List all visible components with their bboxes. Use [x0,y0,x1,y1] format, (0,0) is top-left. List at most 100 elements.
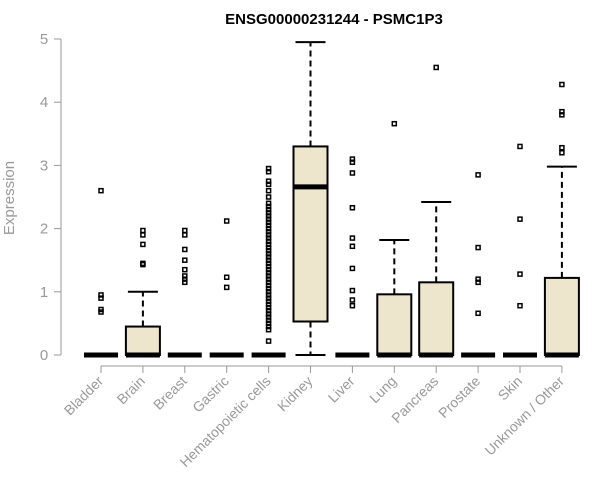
chart-title: ENSG00000231244 - PSMC1P3 [225,11,443,28]
outlier-point [265,289,272,295]
outlier-point [265,320,272,327]
outlier-point [349,243,356,250]
outlier-point [182,266,188,273]
outlier-point [98,295,104,301]
outlier-point [265,266,272,273]
outlier-point [265,295,272,301]
outlier-point [349,204,356,211]
outlier-point [265,222,272,229]
outlier-point [140,232,146,238]
y-axis-label: Expression [1,161,18,235]
outlier-point [517,143,523,150]
y-tick-label: 4 [40,94,48,111]
outlier-point [265,282,272,289]
y-tick-label: 3 [40,157,48,174]
x-tick-label: Liver [325,373,358,406]
outlier-point [182,276,188,282]
outlier-point [349,170,356,176]
x-tick-label: Pancreas [388,373,441,426]
outlier-point [265,219,272,226]
outlier-point [265,200,272,207]
outlier-point [517,271,523,277]
outlier-point [265,238,272,244]
outlier-point [223,284,230,291]
outlier-point [475,172,481,178]
outlier-point [265,241,272,248]
outlier-point [349,159,356,165]
outlier-point [349,297,356,303]
outlier-point [182,246,188,253]
x-tick-label: Brain [114,373,148,407]
outlier-point [265,260,272,267]
box-body [543,276,580,356]
outlier-point [517,216,523,222]
outlier-point [433,64,439,71]
outlier-point [349,287,356,294]
outlier-point [265,273,272,279]
outlier-point [265,311,272,317]
outlier-point [265,244,272,251]
outlier-point [265,301,272,308]
y-tick-label: 1 [40,284,48,301]
outlier-point [265,203,272,210]
outlier-point [265,292,272,298]
y-tick-label: 2 [40,221,48,238]
box-group-prostate [461,172,496,358]
outlier-point [349,156,356,162]
x-tick-label: Lung [366,373,399,406]
outlier-point [265,178,272,184]
outlier-point [182,232,188,238]
box-group-kidney [292,41,329,356]
outlier-point [265,210,272,216]
box-body [418,281,455,357]
box-group-skin [503,143,537,358]
outlier-point [98,309,104,315]
outlier-point [265,270,272,276]
x-tick-label: Breast [150,373,190,413]
outlier-point [265,187,272,194]
outlier-point [265,194,272,200]
outlier-point [98,292,104,298]
y-tick-label: 5 [40,31,48,48]
outlier-point [475,310,481,317]
outlier-point [182,279,188,286]
outlier-point [182,257,188,263]
outlier-point [349,302,356,309]
outlier-point [559,108,565,115]
outlier-point [559,112,565,118]
outlier-point [265,225,272,232]
box-body [376,293,413,357]
outlier-point [223,274,230,281]
box-group-unknown-other [543,81,580,358]
outlier-point [517,302,523,309]
outlier-point [98,187,104,194]
outlier-point [265,235,272,241]
outlier-point [265,206,272,213]
outlier-point [559,81,565,88]
box-group-breast [167,227,202,358]
outlier-point [265,257,272,263]
box-group-gastric [209,218,244,358]
x-tick-label: Kidney [274,373,316,415]
box-group-hematopoietic-cells [251,165,286,358]
outlier-point [182,227,188,234]
outlier-point [223,218,230,224]
outlier-point [475,279,481,286]
outlier-point [265,247,272,254]
outlier-point [475,244,481,251]
outlier-point [265,165,272,172]
outlier-point [475,276,481,282]
box-group-bladder [84,187,118,358]
outlier-point [349,235,356,241]
outlier-point [182,273,188,279]
outlier-point [265,317,272,323]
box-group-liver [335,156,370,358]
outlier-point [265,229,272,235]
outlier-point [265,263,272,270]
outlier-point [391,120,398,127]
box-group-pancreas [418,64,455,358]
outlier-point [265,254,272,260]
outlier-point [265,323,272,330]
